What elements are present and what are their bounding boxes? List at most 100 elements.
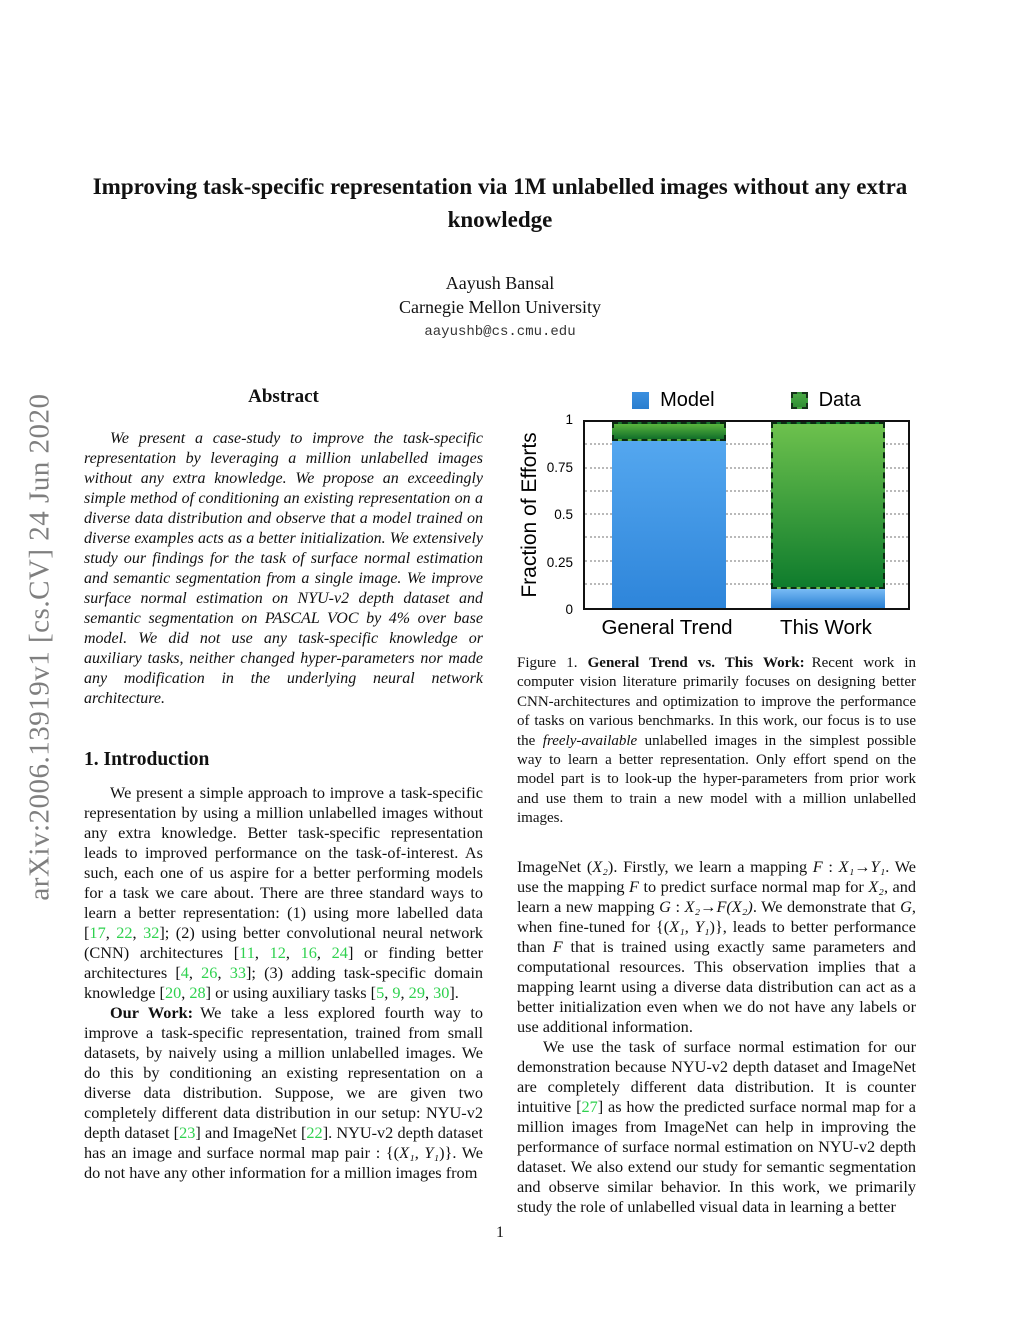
right-column: Model Data Fraction of Efforts 0 0.25 0.5 0… [517, 385, 916, 1217]
text-segment: freely-available [542, 732, 638, 749]
text-segment: . We use the mapping [517, 856, 916, 896]
text-segment: ] or using auxiliary tasks [ [205, 983, 377, 1002]
text-segment: , [414, 1143, 425, 1162]
text-segment: X₂ [592, 856, 608, 876]
legend-item-model: Model [632, 389, 715, 412]
citation-link[interactable]: 24 [331, 943, 348, 962]
legend-label-model: Model [660, 389, 715, 411]
text-segment: Y₁ [694, 916, 710, 936]
text-segment: that is trained using exactly same param… [517, 936, 916, 1036]
abstract-text: We present a case-study to improve the t… [84, 430, 483, 707]
citation-link[interactable]: 22 [306, 1123, 323, 1142]
x-axis-label-general-trend: General Trend [601, 616, 733, 639]
chart-legend: Model Data [583, 389, 910, 412]
text-segment: X₁ [838, 856, 855, 876]
citation-link[interactable]: 9 [392, 983, 401, 1002]
citation-link[interactable]: 27 [581, 1096, 598, 1116]
text-segment: : [822, 856, 839, 876]
right-paragraph-2: We use the task of surface normal estima… [517, 1037, 916, 1217]
text-segment: , [684, 916, 695, 936]
model-legend-swatch-icon [632, 392, 650, 409]
right-paragraph-1: ImageNet (X₂). Firstly, we learn a mappi… [517, 857, 916, 1037]
citation-link[interactable]: 30 [433, 983, 450, 1002]
citation-link[interactable]: 26 [201, 963, 218, 982]
citation-link[interactable]: 16 [300, 943, 317, 962]
text-segment: F [629, 876, 639, 896]
introduction-paragraph-1: We present a simple approach to improve … [84, 783, 483, 1003]
text-segment: We use the task of surface normal estima… [517, 1036, 916, 1116]
text-segment: G [900, 896, 912, 916]
text-segment: F(X₂) [716, 896, 753, 916]
text-segment: F [812, 856, 823, 876]
arxiv-sidebar-label: arXiv:2006.13919v1 [cs.CV] 24 Jun 2020 [23, 393, 56, 901]
gridline [585, 536, 908, 539]
x-axis-label-this-work: This Work [780, 616, 872, 639]
bar-segment-data-general-trend [612, 422, 726, 441]
text-segment: , [254, 943, 270, 962]
text-segment: Our Work: [110, 1003, 194, 1022]
author-email: aayushb@cs.cmu.edu [424, 324, 576, 340]
text-segment: , [132, 923, 144, 942]
text-segment: → [700, 896, 717, 916]
text-segment: X₁ [669, 916, 685, 936]
text-segment: . We demonstrate that [752, 896, 901, 916]
text-segment: , [217, 963, 230, 982]
bar-general-trend [612, 422, 726, 608]
citation-link[interactable]: 17 [89, 923, 106, 942]
citation-link[interactable]: 23 [179, 1123, 196, 1142]
introduction-heading: 1. Introduction [84, 749, 210, 770]
author-name: Aayush Bansal [445, 273, 555, 293]
text-segment: ]; (2) using better convolutional neural… [84, 923, 484, 962]
citation-link[interactable]: 11 [239, 943, 255, 962]
data-legend-swatch-icon [790, 392, 808, 409]
bar-segment-data-this-work [771, 422, 885, 590]
bar-this-work [771, 422, 885, 608]
gridline [585, 443, 908, 446]
text-segment: Figure 1. [517, 655, 588, 671]
citation-link[interactable]: 32 [143, 923, 160, 942]
citation-link[interactable]: 5 [376, 983, 385, 1002]
text-segment: ]. NYU-v2 depth dataset has an image and… [84, 1123, 483, 1162]
bar-segment-model-this-work [771, 589, 885, 608]
figure-1-caption: Figure 1. General Trend vs. This Work: Re… [517, 654, 916, 829]
text-segment: ImageNet ( [517, 856, 593, 876]
citation-link[interactable]: 22 [116, 923, 133, 942]
text-segment: , when fine-tuned for {( [517, 896, 916, 936]
citation-link[interactable]: 28 [189, 983, 206, 1002]
y-tick-0.25: 0.25 [546, 554, 573, 570]
chart-plot-area [583, 420, 910, 610]
text-segment: X₂ [868, 876, 884, 896]
citation-link[interactable]: 20 [164, 983, 182, 1002]
author-affiliation: Carnegie Mellon University [399, 297, 601, 317]
text-segment: ]; (3) adding task-specific domain knowl… [84, 963, 484, 1002]
citation-link[interactable]: 4 [180, 963, 189, 982]
citation-link[interactable]: 12 [269, 943, 286, 962]
text-segment: ). Firstly, we learn a mapping [607, 856, 813, 876]
gridline [585, 582, 908, 585]
text-segment: , [316, 943, 332, 962]
text-segment: , [384, 983, 393, 1002]
citation-link[interactable]: 33 [229, 963, 246, 982]
text-segment: X₂ [684, 896, 701, 916]
citation-link[interactable]: 29 [408, 983, 425, 1002]
text-segment: Y₁ [424, 1143, 440, 1162]
text-segment: unlabelled images in the simplest possib… [517, 732, 916, 827]
text-segment: to predict surface normal map for [638, 876, 869, 896]
author-block: Aayush Bansal Carnegie Mellon University… [84, 271, 916, 345]
text-segment: G [659, 896, 671, 916]
gridline [585, 559, 908, 562]
y-tick-0: 0 [565, 602, 573, 617]
y-tick-1: 1 [565, 412, 573, 427]
text-segment: → [854, 856, 871, 876]
text-segment: F [552, 936, 563, 956]
text-segment: Y₁ [870, 856, 886, 876]
text-segment: , and learn a new mapping [517, 876, 916, 916]
text-segment: , [188, 963, 202, 982]
figure-1-chart: Fraction of Efforts 0 0.25 0.5 0.75 1 Genera… [517, 412, 916, 646]
text-segment: ] as how the predicted surface normal ma… [517, 1096, 916, 1216]
text-segment: Recent work in computer vision literatur… [517, 655, 916, 749]
gridline [585, 489, 908, 492]
text-segment: , [400, 983, 409, 1002]
text-segment: We present a simple approach to improve … [84, 783, 483, 942]
text-segment: ] or finding better architectures [ [84, 943, 484, 982]
